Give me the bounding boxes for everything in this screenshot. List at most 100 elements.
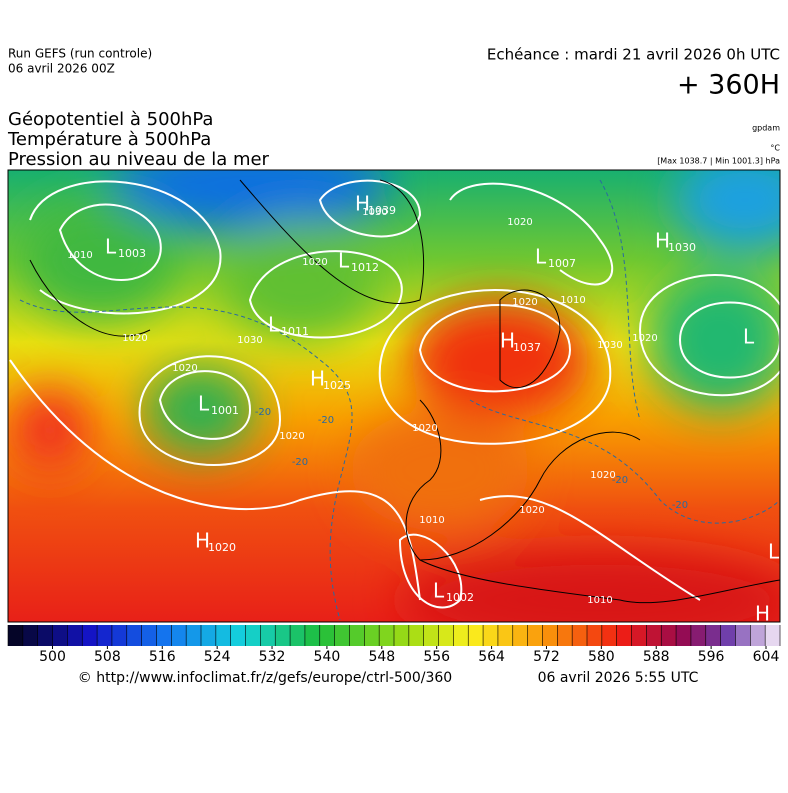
isobar-label: 1030 xyxy=(362,207,387,218)
colorbar-cell xyxy=(97,625,113,646)
colorbar-cell xyxy=(245,625,261,646)
colorbar-cell xyxy=(705,625,722,646)
colorbar-cell xyxy=(408,625,425,646)
colorbar-cell xyxy=(319,625,336,646)
colorbar-cell xyxy=(141,625,157,646)
unit: [Max 1038.7 | Min 1001.3] hPa xyxy=(657,157,780,166)
run-date: 06 avril 2026 00Z xyxy=(8,62,115,76)
colorbar-label: 508 xyxy=(94,649,121,665)
center-letter: L xyxy=(105,235,117,259)
colorbar-cell xyxy=(646,625,662,646)
center-letter: H xyxy=(755,602,770,626)
isobar-label: 1010 xyxy=(560,295,585,306)
isotherm-label: -20 xyxy=(292,457,308,468)
isotherm-label: -20 xyxy=(612,475,628,486)
center-value: 1001 xyxy=(211,404,239,417)
colorbar-cell xyxy=(676,625,692,646)
colorbar-cell xyxy=(22,625,39,646)
center-letter: L xyxy=(535,245,547,269)
colorbar-cell xyxy=(394,625,410,646)
colorbar-label: 500 xyxy=(39,649,66,665)
generated: 06 avril 2026 5:55 UTC xyxy=(538,670,699,686)
isobar-label: 1020 xyxy=(512,297,537,308)
echeance: Echéance : mardi 21 avril 2026 0h UTC xyxy=(487,46,780,64)
colorbar-cell xyxy=(201,625,217,646)
run: Run GEFS (run controle) xyxy=(8,47,152,61)
colorbar-cell xyxy=(735,625,751,646)
colorbar-cell xyxy=(631,625,647,646)
colorbar-cell xyxy=(690,625,707,646)
colorbar-cell xyxy=(720,625,736,646)
center-value: 1030 xyxy=(668,241,696,254)
isobar-label: 1020 xyxy=(172,363,197,374)
colorbar-cell xyxy=(67,625,83,646)
center-letter: L xyxy=(743,325,755,349)
unit: gpdam xyxy=(752,124,780,133)
colorbar-cell xyxy=(171,625,187,646)
colorbar-cell xyxy=(542,625,558,646)
colorbar-cell xyxy=(423,625,440,646)
colorbar-cell xyxy=(587,625,603,646)
isobar-label: 1020 xyxy=(302,257,327,268)
isotherm-label: -20 xyxy=(318,415,334,426)
colorbar-cell xyxy=(512,625,529,646)
colorbar-label: 556 xyxy=(423,649,450,665)
colorbar-cell xyxy=(468,625,484,646)
center-letter: L xyxy=(198,392,210,416)
colorbar-cell xyxy=(349,625,365,646)
colorbar-cell xyxy=(557,625,573,646)
center-letter: H xyxy=(500,329,515,353)
center-value: 1002 xyxy=(446,591,474,604)
colorbar-cell xyxy=(82,625,98,646)
isotherm-label: -20 xyxy=(255,407,271,418)
colorbar-cell xyxy=(8,625,24,646)
colorbar-cell xyxy=(364,625,380,646)
center-letter: H xyxy=(355,192,370,216)
colorbar-cell xyxy=(334,625,350,646)
colorbar-cell xyxy=(572,625,588,646)
colorbar-cell xyxy=(260,625,276,646)
colorbar-cell xyxy=(275,625,291,646)
colorbar-cell xyxy=(379,625,395,646)
unit: °C xyxy=(770,144,780,153)
colorbar-label: 540 xyxy=(314,649,341,665)
center-letter: H xyxy=(195,529,210,553)
isobar-label: 1010 xyxy=(67,250,92,261)
isobar-label: 1030 xyxy=(237,335,262,346)
isobar-label: 1010 xyxy=(419,515,444,526)
colorbar-label: 532 xyxy=(259,649,286,665)
center-value: 1003 xyxy=(118,247,146,260)
colorbar-cell xyxy=(126,625,143,646)
map-frame xyxy=(7,169,781,623)
title: Température à 500hPa xyxy=(7,129,211,150)
center-value: 1011 xyxy=(281,325,309,338)
colorbar-cell xyxy=(616,625,633,646)
colorbar-cell xyxy=(750,625,766,646)
colorbar-label: 580 xyxy=(588,649,615,665)
colorbar-cell xyxy=(438,625,454,646)
colorbar-cell xyxy=(37,625,54,646)
center-letter: L xyxy=(338,249,350,273)
colorbar-cell xyxy=(304,625,321,646)
colorbar: 500 508 516 524 532 540 548 556 564 572 580 588 596 6… xyxy=(7,625,781,665)
title: Géopotentiel à 500hPa xyxy=(8,109,213,130)
isobar-label: 1020 xyxy=(122,333,147,344)
colorbar-cell xyxy=(661,625,677,646)
isobar-label: 1020 xyxy=(279,431,304,442)
map xyxy=(8,170,780,622)
center-value: 1039 xyxy=(368,204,396,217)
center-value: 1012 xyxy=(351,261,379,274)
colorbar-label: 604 xyxy=(753,649,780,665)
isobar-label: 1010 xyxy=(587,595,612,606)
center-letter: L xyxy=(433,579,445,603)
isobar-label: 1020 xyxy=(632,333,657,344)
isobar-label: 1030 xyxy=(597,340,622,351)
colorbar-cell xyxy=(497,625,514,646)
colorbar-label: 596 xyxy=(698,649,725,665)
isotherm-label: -20 xyxy=(672,500,688,511)
colorbar-cell xyxy=(156,625,172,646)
center-value: 1025 xyxy=(323,379,351,392)
colorbar-cell xyxy=(601,625,618,646)
title: Pression au niveau de la mer xyxy=(8,149,270,170)
colorbar-cell xyxy=(111,625,128,646)
